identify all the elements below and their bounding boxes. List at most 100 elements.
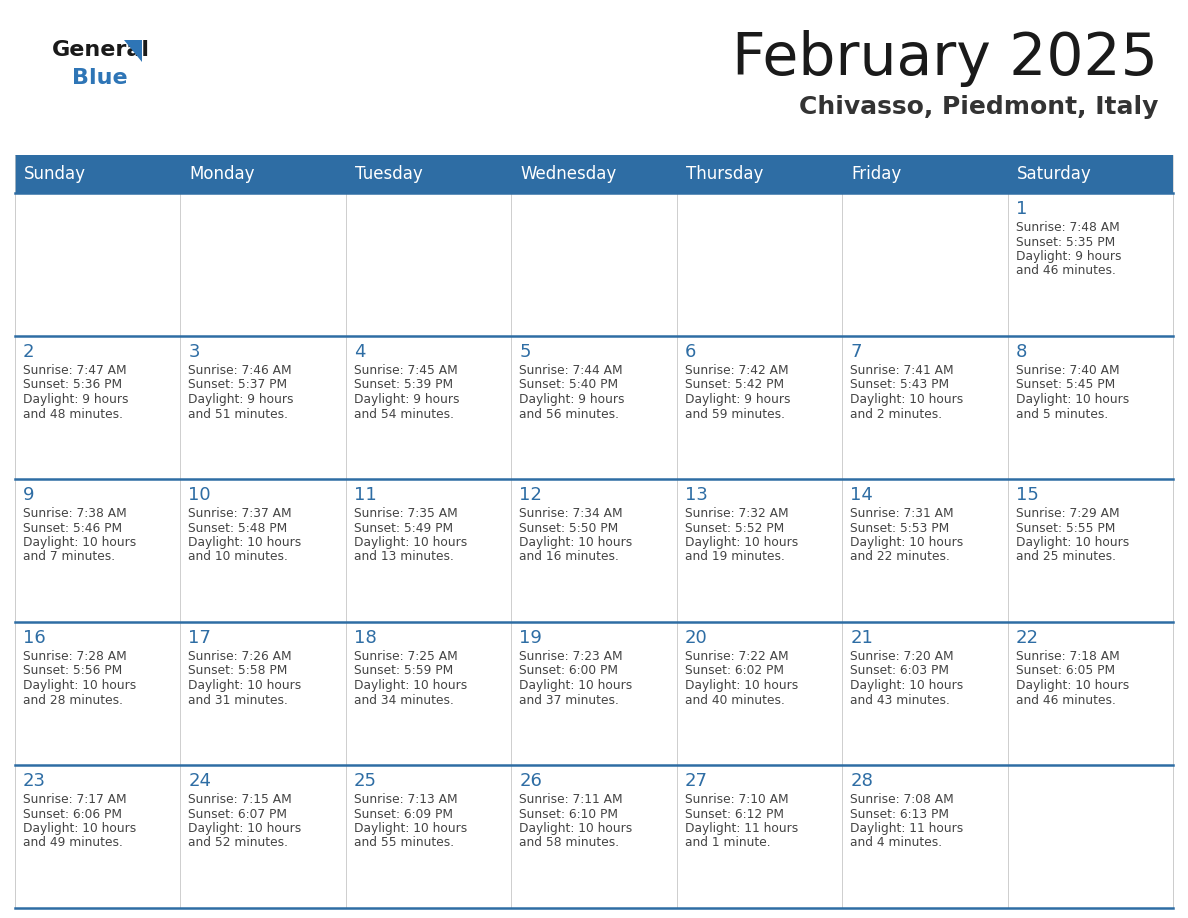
Text: and 40 minutes.: and 40 minutes.	[684, 693, 784, 707]
Bar	[346, 622, 511, 765]
Bar	[842, 336, 1007, 479]
Text: Sunrise: 7:37 AM: Sunrise: 7:37 AM	[189, 507, 292, 520]
Text: Daylight: 10 hours: Daylight: 10 hours	[684, 679, 798, 692]
Text: 27: 27	[684, 772, 708, 790]
Text: and 16 minutes.: and 16 minutes.	[519, 551, 619, 564]
Bar	[511, 336, 677, 479]
Bar	[1007, 193, 1173, 336]
Text: Sunrise: 7:44 AM: Sunrise: 7:44 AM	[519, 364, 623, 377]
Text: and 58 minutes.: and 58 minutes.	[519, 836, 619, 849]
Bar	[677, 155, 842, 193]
Text: and 22 minutes.: and 22 minutes.	[851, 551, 950, 564]
Text: Sunset: 5:52 PM: Sunset: 5:52 PM	[684, 521, 784, 534]
Text: 4: 4	[354, 343, 366, 361]
Text: 21: 21	[851, 629, 873, 647]
Text: Daylight: 10 hours: Daylight: 10 hours	[1016, 679, 1129, 692]
Text: 17: 17	[189, 629, 211, 647]
Text: Daylight: 10 hours: Daylight: 10 hours	[354, 822, 467, 835]
Text: Daylight: 9 hours: Daylight: 9 hours	[684, 393, 790, 406]
Bar	[181, 155, 346, 193]
Text: Sunset: 5:36 PM: Sunset: 5:36 PM	[23, 378, 122, 391]
Text: Chivasso, Piedmont, Italy: Chivasso, Piedmont, Italy	[798, 95, 1158, 119]
Text: Sunset: 5:58 PM: Sunset: 5:58 PM	[189, 665, 287, 677]
Text: Blue: Blue	[72, 68, 127, 88]
Text: 1: 1	[1016, 200, 1026, 218]
Bar	[511, 193, 677, 336]
Text: Daylight: 10 hours: Daylight: 10 hours	[354, 679, 467, 692]
Bar	[511, 155, 677, 193]
Text: Friday: Friday	[851, 165, 902, 183]
Text: Sunrise: 7:28 AM: Sunrise: 7:28 AM	[23, 650, 127, 663]
Text: Sunrise: 7:47 AM: Sunrise: 7:47 AM	[23, 364, 127, 377]
Text: and 1 minute.: and 1 minute.	[684, 836, 770, 849]
Text: 8: 8	[1016, 343, 1026, 361]
Text: 5: 5	[519, 343, 531, 361]
Text: and 2 minutes.: and 2 minutes.	[851, 408, 942, 420]
Bar	[511, 622, 677, 765]
Text: Sunset: 5:46 PM: Sunset: 5:46 PM	[23, 521, 122, 534]
Text: Sunrise: 7:18 AM: Sunrise: 7:18 AM	[1016, 650, 1119, 663]
Text: Sunrise: 7:46 AM: Sunrise: 7:46 AM	[189, 364, 292, 377]
Bar	[677, 336, 842, 479]
Bar	[15, 155, 181, 193]
Bar	[15, 765, 181, 908]
Text: Sunset: 6:03 PM: Sunset: 6:03 PM	[851, 665, 949, 677]
Bar	[842, 622, 1007, 765]
Text: 11: 11	[354, 486, 377, 504]
Text: and 28 minutes.: and 28 minutes.	[23, 693, 124, 707]
Text: Sunrise: 7:26 AM: Sunrise: 7:26 AM	[189, 650, 292, 663]
Text: and 4 minutes.: and 4 minutes.	[851, 836, 942, 849]
Text: 9: 9	[23, 486, 34, 504]
Bar	[1007, 479, 1173, 622]
Text: Sunset: 5:37 PM: Sunset: 5:37 PM	[189, 378, 287, 391]
Text: and 52 minutes.: and 52 minutes.	[189, 836, 289, 849]
Text: Sunset: 6:06 PM: Sunset: 6:06 PM	[23, 808, 122, 821]
Text: Daylight: 11 hours: Daylight: 11 hours	[851, 822, 963, 835]
Text: Sunrise: 7:11 AM: Sunrise: 7:11 AM	[519, 793, 623, 806]
Text: and 55 minutes.: and 55 minutes.	[354, 836, 454, 849]
Text: 28: 28	[851, 772, 873, 790]
Text: Daylight: 10 hours: Daylight: 10 hours	[23, 536, 137, 549]
Text: Daylight: 10 hours: Daylight: 10 hours	[189, 679, 302, 692]
Text: Daylight: 10 hours: Daylight: 10 hours	[519, 679, 632, 692]
Text: Sunrise: 7:15 AM: Sunrise: 7:15 AM	[189, 793, 292, 806]
Text: and 5 minutes.: and 5 minutes.	[1016, 408, 1108, 420]
Bar	[181, 193, 346, 336]
Text: Sunday: Sunday	[24, 165, 86, 183]
Text: and 37 minutes.: and 37 minutes.	[519, 693, 619, 707]
Text: Sunrise: 7:23 AM: Sunrise: 7:23 AM	[519, 650, 623, 663]
Text: Sunrise: 7:31 AM: Sunrise: 7:31 AM	[851, 507, 954, 520]
Bar	[511, 765, 677, 908]
Text: Wednesday: Wednesday	[520, 165, 617, 183]
Text: and 10 minutes.: and 10 minutes.	[189, 551, 289, 564]
Text: and 43 minutes.: and 43 minutes.	[851, 693, 950, 707]
Text: Sunset: 5:40 PM: Sunset: 5:40 PM	[519, 378, 619, 391]
Text: Sunset: 5:39 PM: Sunset: 5:39 PM	[354, 378, 453, 391]
Bar	[1007, 155, 1173, 193]
Text: Sunrise: 7:13 AM: Sunrise: 7:13 AM	[354, 793, 457, 806]
Text: and 56 minutes.: and 56 minutes.	[519, 408, 619, 420]
Text: and 7 minutes.: and 7 minutes.	[23, 551, 115, 564]
Text: and 54 minutes.: and 54 minutes.	[354, 408, 454, 420]
Text: Sunrise: 7:32 AM: Sunrise: 7:32 AM	[684, 507, 789, 520]
Text: 22: 22	[1016, 629, 1038, 647]
Text: Sunrise: 7:38 AM: Sunrise: 7:38 AM	[23, 507, 127, 520]
Text: Sunrise: 7:10 AM: Sunrise: 7:10 AM	[684, 793, 789, 806]
Text: Sunset: 6:02 PM: Sunset: 6:02 PM	[684, 665, 784, 677]
Bar	[511, 479, 677, 622]
Text: Sunset: 5:50 PM: Sunset: 5:50 PM	[519, 521, 619, 534]
Text: Sunrise: 7:08 AM: Sunrise: 7:08 AM	[851, 793, 954, 806]
Text: 15: 15	[1016, 486, 1038, 504]
Text: 7: 7	[851, 343, 861, 361]
Polygon shape	[124, 40, 143, 62]
Text: Sunrise: 7:35 AM: Sunrise: 7:35 AM	[354, 507, 457, 520]
Bar	[677, 765, 842, 908]
Text: and 46 minutes.: and 46 minutes.	[1016, 693, 1116, 707]
Text: Daylight: 9 hours: Daylight: 9 hours	[189, 393, 293, 406]
Text: 2: 2	[23, 343, 34, 361]
Text: 26: 26	[519, 772, 542, 790]
Bar	[181, 479, 346, 622]
Bar	[15, 479, 181, 622]
Text: Daylight: 10 hours: Daylight: 10 hours	[23, 822, 137, 835]
Text: Sunrise: 7:29 AM: Sunrise: 7:29 AM	[1016, 507, 1119, 520]
